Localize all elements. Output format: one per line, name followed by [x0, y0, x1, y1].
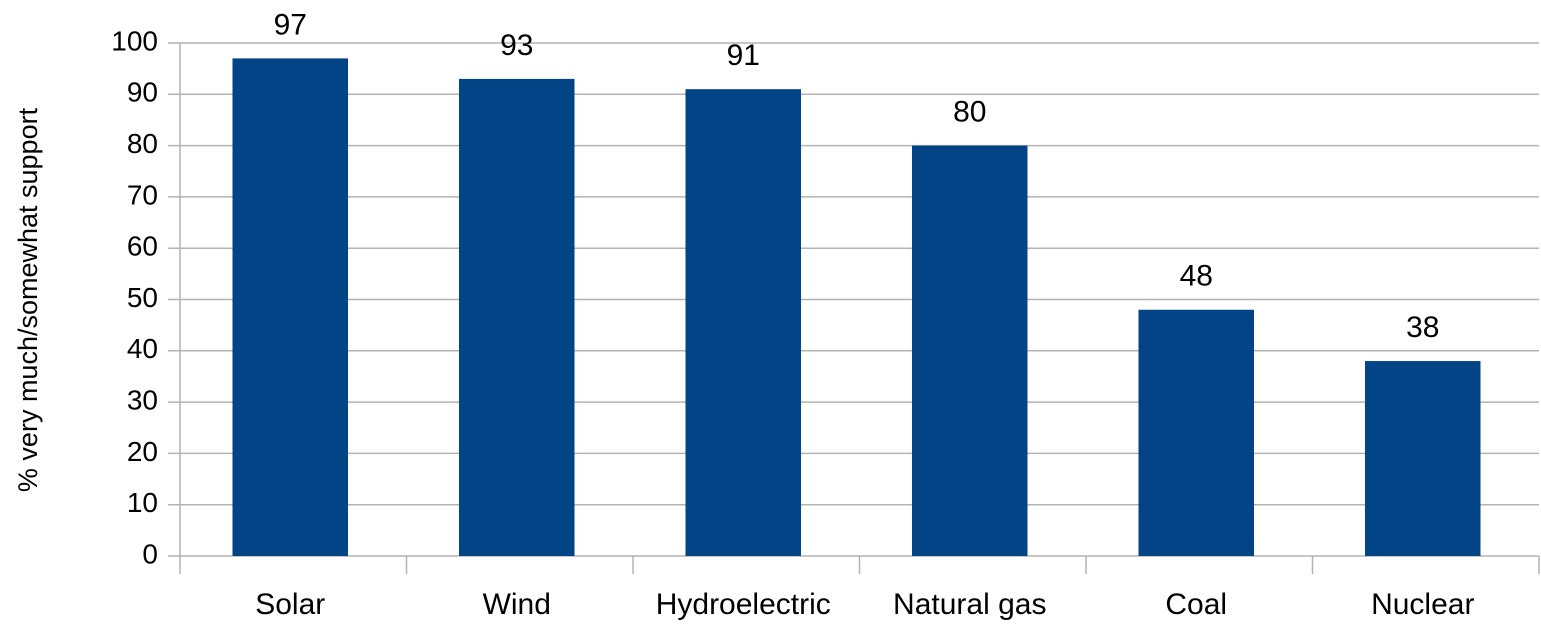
x-tick-label: Nuclear: [1371, 588, 1474, 621]
y-tick-label: 10: [127, 487, 158, 518]
data-label: 80: [953, 96, 986, 129]
data-label: 91: [727, 39, 760, 72]
data-label: 97: [274, 8, 307, 41]
bar: [1138, 309, 1255, 556]
x-tick-label: Hydroelectric: [656, 588, 831, 621]
y-tick-label: 20: [127, 436, 158, 467]
y-axis-label: % very much/somewhat support: [13, 107, 43, 492]
bar: [232, 58, 349, 556]
y-tick-label: 0: [142, 538, 158, 569]
x-tick-label: Coal: [1165, 588, 1227, 621]
y-tick-label: 70: [127, 179, 158, 210]
x-tick-label: Solar: [255, 588, 325, 621]
y-tick-label: 60: [127, 231, 158, 262]
data-label: 38: [1406, 311, 1439, 344]
data-label: 48: [1180, 260, 1213, 293]
x-tick-label: Natural gas: [893, 588, 1046, 621]
x-tick-label: Wind: [483, 588, 551, 621]
y-tick-label: 50: [127, 282, 158, 313]
y-tick-label: 30: [127, 384, 158, 415]
bar: [458, 78, 575, 556]
bar: [1364, 361, 1481, 556]
bar: [685, 89, 802, 557]
y-tick-label: 40: [127, 333, 158, 364]
y-tick-label: 100: [111, 25, 158, 56]
y-tick-label: 80: [127, 128, 158, 159]
y-tick-label: 90: [127, 77, 158, 108]
data-label: 93: [500, 29, 533, 62]
bar: [911, 145, 1028, 556]
